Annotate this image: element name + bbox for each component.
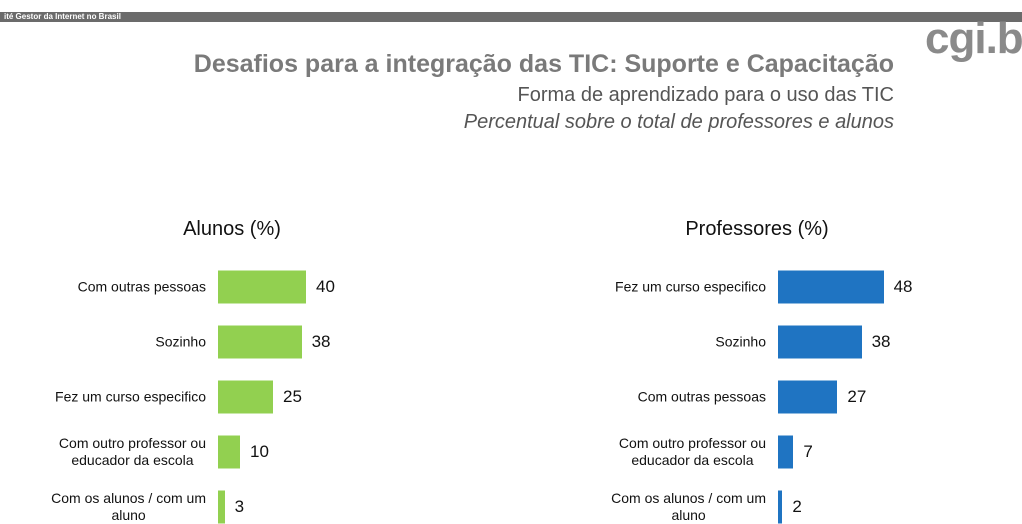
value-label: 10 — [250, 442, 269, 461]
value-label: 48 — [893, 277, 913, 296]
banner-text: ité Gestor da Internet no Brasil — [4, 12, 121, 21]
bar — [778, 490, 783, 524]
category-label: Fez um curso especifico — [615, 278, 766, 295]
value-label: 38 — [311, 332, 331, 351]
bar — [218, 490, 225, 524]
bar — [218, 325, 302, 359]
value-label: 40 — [316, 277, 335, 296]
title: Desafios para a integração das TIC: Supo… — [193, 50, 894, 78]
value-label: 7 — [803, 442, 813, 461]
chart-title: Professores (%) — [685, 218, 829, 240]
category-label: Sozinho — [155, 333, 206, 350]
category-label: Com os alunos / com um aluno — [51, 490, 206, 523]
category-label: Sozinho — [715, 333, 766, 350]
banner — [0, 12, 1022, 22]
category-label: Com outras pessoas — [637, 388, 766, 405]
value-label: 38 — [871, 332, 891, 351]
bar — [218, 435, 240, 469]
bar — [218, 380, 273, 414]
chart-title: Alunos (%) — [183, 218, 281, 240]
value-label: 27 — [847, 387, 867, 406]
note: Percentual sobre o total de professores … — [463, 111, 894, 133]
value-label: 2 — [792, 497, 802, 516]
category-label: Com outro professor ou educador da escol… — [58, 435, 206, 468]
subtitle: Forma de aprendizado para o uso das TIC — [517, 84, 894, 106]
bar — [778, 270, 884, 304]
category-label: Com os alunos / com um aluno — [611, 490, 766, 523]
category-label: Com outras pessoas — [77, 278, 206, 295]
bar — [218, 270, 306, 304]
category-label: Com outro professor ou educador da escol… — [618, 435, 766, 468]
value-label: 3 — [234, 497, 245, 516]
bar — [778, 435, 794, 469]
value-label: 25 — [283, 387, 302, 406]
logo: cgi.br — [925, 14, 1022, 63]
bar — [778, 380, 838, 414]
bar — [778, 325, 862, 359]
category-label: Fez um curso especifico — [55, 388, 206, 405]
